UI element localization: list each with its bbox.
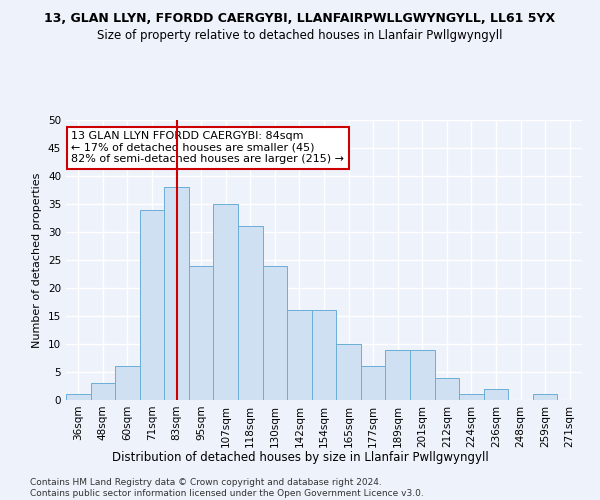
Bar — [263, 266, 287, 400]
Bar — [484, 389, 508, 400]
Bar — [459, 394, 484, 400]
Text: Contains HM Land Registry data © Crown copyright and database right 2024.
Contai: Contains HM Land Registry data © Crown c… — [30, 478, 424, 498]
Bar — [336, 344, 361, 400]
Text: 13, GLAN LLYN, FFORDD CAERGYBI, LLANFAIRPWLLGWYNGYLL, LL61 5YX: 13, GLAN LLYN, FFORDD CAERGYBI, LLANFAIR… — [44, 12, 556, 26]
Bar — [410, 350, 434, 400]
Bar — [164, 187, 189, 400]
Text: Distribution of detached houses by size in Llanfair Pwllgwyngyll: Distribution of detached houses by size … — [112, 451, 488, 464]
Bar — [533, 394, 557, 400]
Bar — [91, 383, 115, 400]
Bar — [214, 204, 238, 400]
Bar — [115, 366, 140, 400]
Bar — [140, 210, 164, 400]
Text: Size of property relative to detached houses in Llanfair Pwllgwyngyll: Size of property relative to detached ho… — [97, 29, 503, 42]
Bar — [361, 366, 385, 400]
Text: 13 GLAN LLYN FFORDD CAERGYBI: 84sqm
← 17% of detached houses are smaller (45)
82: 13 GLAN LLYN FFORDD CAERGYBI: 84sqm ← 17… — [71, 131, 344, 164]
Bar — [434, 378, 459, 400]
Y-axis label: Number of detached properties: Number of detached properties — [32, 172, 43, 348]
Bar — [189, 266, 214, 400]
Bar — [385, 350, 410, 400]
Bar — [238, 226, 263, 400]
Bar — [287, 310, 312, 400]
Bar — [66, 394, 91, 400]
Bar — [312, 310, 336, 400]
